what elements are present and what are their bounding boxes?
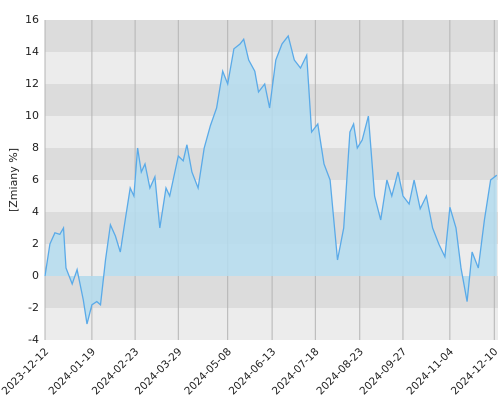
- band: [45, 52, 498, 84]
- band: [45, 276, 498, 308]
- line: [44, 34, 498, 325]
- x-tick-label: 2024-03-29: [133, 346, 185, 398]
- y-tick-label: 0: [32, 269, 39, 282]
- band: [45, 20, 498, 52]
- y-axis-label: [Zmiany %]: [7, 148, 20, 212]
- y-tick-label: 14: [25, 45, 39, 58]
- y-tick-label: 2: [32, 237, 39, 250]
- y-tick-label: 6: [32, 173, 39, 186]
- y-tick-label: -4: [28, 333, 39, 346]
- y-tick-label: 10: [25, 109, 39, 122]
- x-tick-label: 2024-12-10: [449, 346, 500, 398]
- y-tick-label: 4: [32, 205, 39, 218]
- y-tick-label: 8: [32, 141, 39, 154]
- y-tick-label: -2: [28, 301, 39, 314]
- band: [45, 308, 498, 340]
- x-tick-label: 2024-09-27: [358, 346, 410, 398]
- y-tick-label: 12: [25, 77, 39, 90]
- area: [45, 36, 497, 324]
- y-tick-label: 16: [25, 13, 39, 26]
- x-tick-label: 2023-12-12: [0, 346, 51, 398]
